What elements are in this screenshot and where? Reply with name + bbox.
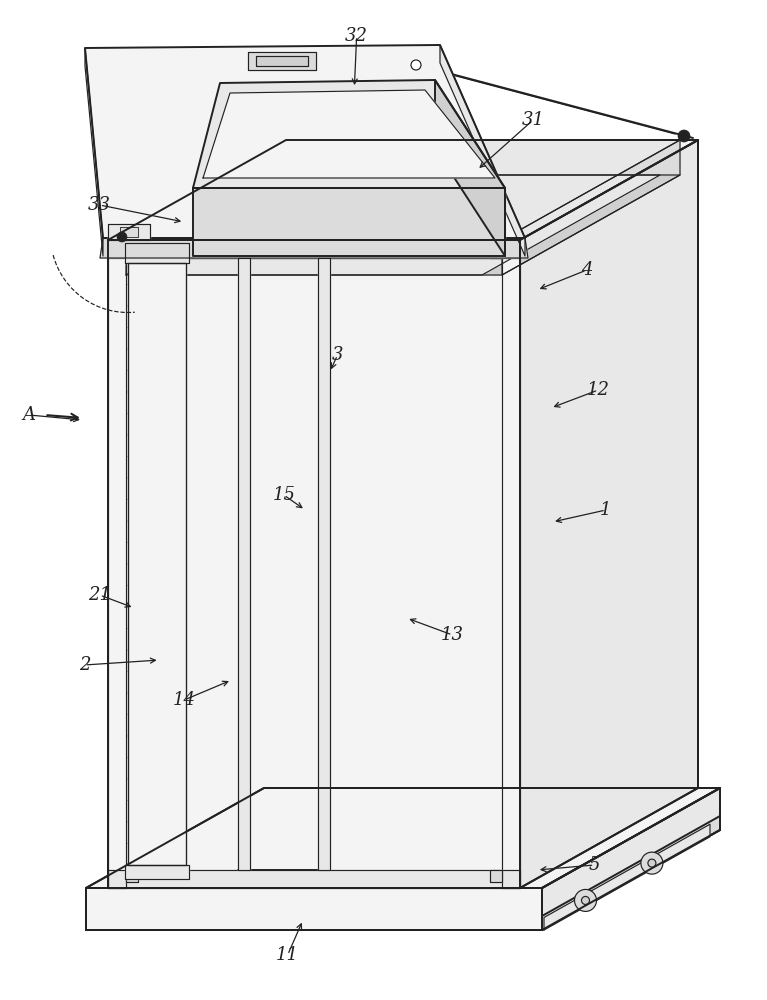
Text: 1: 1 <box>601 501 611 519</box>
Polygon shape <box>520 140 698 888</box>
Polygon shape <box>108 240 520 888</box>
Polygon shape <box>502 140 680 275</box>
Text: 11: 11 <box>276 946 299 964</box>
Circle shape <box>117 232 127 242</box>
Polygon shape <box>100 238 528 258</box>
Text: 33: 33 <box>88 196 111 214</box>
Polygon shape <box>108 870 520 888</box>
Polygon shape <box>126 246 138 258</box>
Text: 2: 2 <box>79 656 90 674</box>
Polygon shape <box>108 240 126 888</box>
Polygon shape <box>85 45 525 238</box>
Text: 3: 3 <box>332 346 343 364</box>
Polygon shape <box>203 90 495 178</box>
Polygon shape <box>85 48 103 256</box>
Text: 5: 5 <box>589 856 600 874</box>
Polygon shape <box>318 258 330 870</box>
Text: 12: 12 <box>587 381 610 399</box>
Text: 15: 15 <box>272 486 295 504</box>
Polygon shape <box>440 45 525 256</box>
Polygon shape <box>126 140 680 240</box>
Circle shape <box>581 896 590 904</box>
Circle shape <box>641 852 663 874</box>
Polygon shape <box>128 263 186 865</box>
Polygon shape <box>126 175 680 275</box>
Polygon shape <box>248 52 316 70</box>
Polygon shape <box>125 243 189 263</box>
Polygon shape <box>108 224 150 240</box>
Circle shape <box>574 889 597 911</box>
Polygon shape <box>238 258 250 870</box>
Polygon shape <box>193 188 505 256</box>
Polygon shape <box>126 870 138 882</box>
Circle shape <box>648 859 656 867</box>
Polygon shape <box>120 227 138 237</box>
Text: 4: 4 <box>581 261 592 279</box>
Polygon shape <box>544 824 710 930</box>
Text: 31: 31 <box>522 111 545 129</box>
Polygon shape <box>542 788 720 930</box>
Polygon shape <box>108 240 520 258</box>
Circle shape <box>678 130 690 142</box>
Text: 21: 21 <box>88 586 111 604</box>
Text: A: A <box>23 406 35 424</box>
Text: 32: 32 <box>345 27 368 45</box>
Polygon shape <box>490 246 502 258</box>
Polygon shape <box>146 175 660 275</box>
Polygon shape <box>490 870 502 882</box>
Polygon shape <box>502 240 520 888</box>
Polygon shape <box>125 865 189 879</box>
Polygon shape <box>86 888 542 930</box>
Polygon shape <box>193 80 505 188</box>
Polygon shape <box>108 140 698 240</box>
Circle shape <box>411 60 421 70</box>
Polygon shape <box>256 56 308 66</box>
Polygon shape <box>126 140 304 275</box>
Text: 13: 13 <box>441 626 464 644</box>
Polygon shape <box>542 816 720 930</box>
Polygon shape <box>435 80 505 256</box>
Polygon shape <box>86 788 720 888</box>
Text: 14: 14 <box>173 691 196 709</box>
